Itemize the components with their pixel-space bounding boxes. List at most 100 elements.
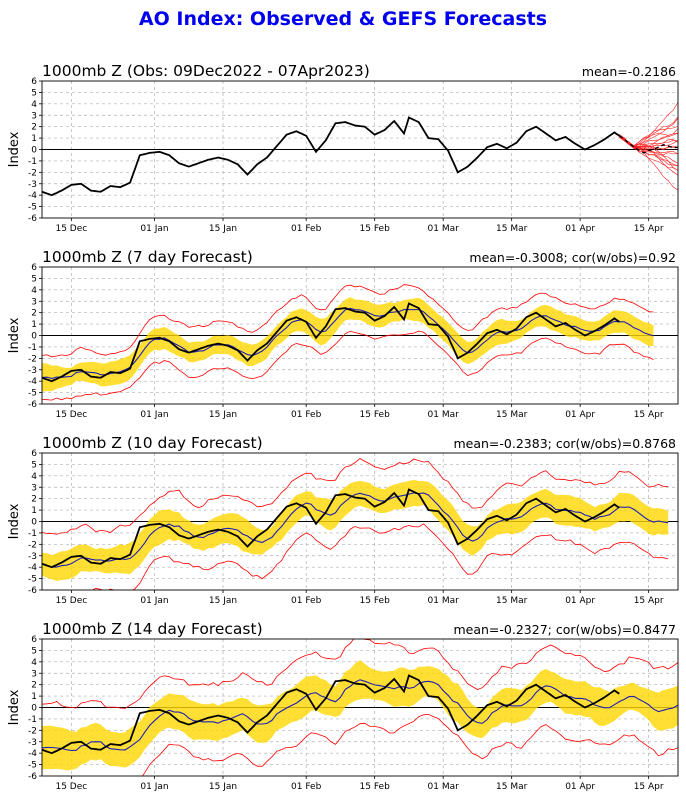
panel-stat: mean=-0.3008; cor(w/obs)=0.92 bbox=[469, 250, 676, 265]
y-tick-label: 3 bbox=[31, 669, 37, 679]
panel-7day-forecast: 1000mb Z (7 day Forecast) mean=-0.3008; c… bbox=[7, 248, 679, 420]
y-tick-label: -1 bbox=[28, 157, 37, 167]
axes-frame bbox=[41, 452, 679, 591]
y-axis-label: Index bbox=[7, 503, 22, 539]
x-tick-label: 15 Dec bbox=[55, 782, 87, 792]
spread-lower-line bbox=[42, 330, 654, 401]
x-tick-label: 15 Dec bbox=[55, 410, 87, 420]
x-tick-label: 01 Apr bbox=[565, 596, 595, 606]
y-tick-label: 0 bbox=[31, 332, 37, 342]
panel-title: 1000mb Z (7 day Forecast) bbox=[42, 248, 253, 266]
y-tick-label: 2 bbox=[31, 495, 37, 505]
x-tick-label: 01 Feb bbox=[291, 596, 322, 606]
y-tick-label: 5 bbox=[31, 88, 37, 98]
x-tick-label: 15 Mar bbox=[496, 410, 528, 420]
y-tick-label: 2 bbox=[31, 123, 37, 133]
panel-10day-forecast: 1000mb Z (10 day Forecast) mean=-0.2383; … bbox=[7, 434, 679, 606]
y-tick-label: 1 bbox=[31, 134, 37, 144]
observed-series-line bbox=[42, 488, 620, 569]
y-tick-label: -5 bbox=[28, 203, 37, 213]
y-tick-label: 2 bbox=[31, 309, 37, 319]
y-tick-label: 6 bbox=[31, 77, 37, 87]
y-tick-label: -4 bbox=[28, 749, 37, 759]
x-tick-label: 15 Mar bbox=[496, 782, 528, 792]
panel-stat: mean=-0.2186 bbox=[582, 64, 676, 79]
y-tick-label: -6 bbox=[28, 772, 37, 782]
y-tick-label: -4 bbox=[28, 377, 37, 387]
observed-series-line bbox=[42, 674, 620, 755]
y-tick-label: -5 bbox=[28, 575, 37, 585]
x-tick-label: 15 Mar bbox=[496, 596, 528, 606]
observed-series-line bbox=[42, 302, 620, 383]
x-tick-label: 15 Apr bbox=[634, 224, 664, 234]
panel-title: 1000mb Z (14 day Forecast) bbox=[42, 620, 263, 638]
x-tick-label: 15 Dec bbox=[55, 224, 87, 234]
spread-upper-line bbox=[42, 458, 669, 535]
ensemble-member-line bbox=[619, 134, 678, 167]
spread-upper-line bbox=[42, 639, 678, 709]
x-tick-label: 15 Feb bbox=[360, 224, 391, 234]
y-tick-label: -4 bbox=[28, 191, 37, 201]
panel-stat: mean=-0.2383; cor(w/obs)=0.8768 bbox=[453, 436, 676, 451]
y-tick-label: 1 bbox=[31, 506, 37, 516]
y-tick-label: 3 bbox=[31, 297, 37, 307]
x-tick-label: 15 Dec bbox=[55, 596, 87, 606]
y-tick-label: -1 bbox=[28, 343, 37, 353]
x-tick-label: 01 Jan bbox=[140, 596, 168, 606]
x-tick-label: 15 Feb bbox=[360, 596, 391, 606]
y-tick-label: -2 bbox=[28, 354, 37, 364]
x-tick-label: 15 Apr bbox=[634, 782, 664, 792]
y-tick-label: 4 bbox=[31, 100, 37, 110]
panel-14day-forecast: 1000mb Z (14 day Forecast) mean=-0.2327; … bbox=[7, 620, 679, 792]
axes-frame bbox=[41, 266, 679, 405]
observed-series-line bbox=[42, 116, 620, 197]
x-tick-label: 01 Mar bbox=[428, 782, 460, 792]
x-tick-label: 01 Jan bbox=[140, 224, 168, 234]
panel-title: 1000mb Z (Obs: 09Dec2022 - 07Apr2023) bbox=[42, 62, 370, 80]
axes-frame bbox=[41, 80, 679, 219]
forecast-mean-line bbox=[42, 679, 678, 752]
x-tick-label: 15 Feb bbox=[360, 782, 391, 792]
x-tick-label: 01 Apr bbox=[565, 224, 595, 234]
ensemble-member-line bbox=[619, 102, 678, 147]
y-tick-label: 6 bbox=[31, 635, 37, 645]
y-tick-label: -6 bbox=[28, 586, 37, 596]
forecast-uncertainty-band bbox=[42, 479, 669, 581]
x-tick-label: 01 Mar bbox=[428, 596, 460, 606]
x-tick-label: 01 Jan bbox=[140, 410, 168, 420]
panel-title: 1000mb Z (10 day Forecast) bbox=[42, 434, 263, 452]
y-tick-label: 2 bbox=[31, 681, 37, 691]
y-tick-label: -6 bbox=[28, 400, 37, 410]
y-tick-label: 0 bbox=[31, 518, 37, 528]
x-tick-label: 15 Jan bbox=[209, 410, 237, 420]
spread-lower-line bbox=[80, 523, 669, 590]
y-tick-label: -5 bbox=[28, 761, 37, 771]
panel-stat: mean=-0.2327; cor(w/obs)=0.8477 bbox=[453, 622, 676, 637]
y-tick-label: 1 bbox=[31, 320, 37, 330]
x-tick-label: 01 Feb bbox=[291, 782, 322, 792]
x-tick-label: 15 Feb bbox=[360, 410, 391, 420]
x-tick-label: 15 Jan bbox=[209, 596, 237, 606]
x-tick-label: 01 Mar bbox=[428, 410, 460, 420]
x-tick-label: 01 Apr bbox=[565, 782, 595, 792]
y-tick-label: 0 bbox=[31, 704, 37, 714]
x-tick-label: 15 Apr bbox=[634, 596, 664, 606]
x-tick-label: 01 Jan bbox=[140, 782, 168, 792]
y-tick-label: -3 bbox=[28, 738, 37, 748]
y-tick-label: -6 bbox=[28, 214, 37, 224]
x-tick-label: 15 Jan bbox=[209, 224, 237, 234]
x-tick-label: 01 Feb bbox=[291, 410, 322, 420]
x-tick-label: 01 Apr bbox=[565, 410, 595, 420]
panel-observed: 1000mb Z (Obs: 09Dec2022 - 07Apr2023) mea… bbox=[7, 62, 679, 234]
y-tick-label: 3 bbox=[31, 483, 37, 493]
y-tick-label: 6 bbox=[31, 449, 37, 459]
y-tick-label: 4 bbox=[31, 472, 37, 482]
spread-lower-line bbox=[142, 713, 678, 776]
y-tick-label: -3 bbox=[28, 180, 37, 190]
ensemble-mean-line bbox=[618, 135, 678, 154]
y-tick-label: -1 bbox=[28, 529, 37, 539]
y-tick-label: 5 bbox=[31, 274, 37, 284]
y-tick-label: -2 bbox=[28, 540, 37, 550]
y-tick-label: -3 bbox=[28, 366, 37, 376]
